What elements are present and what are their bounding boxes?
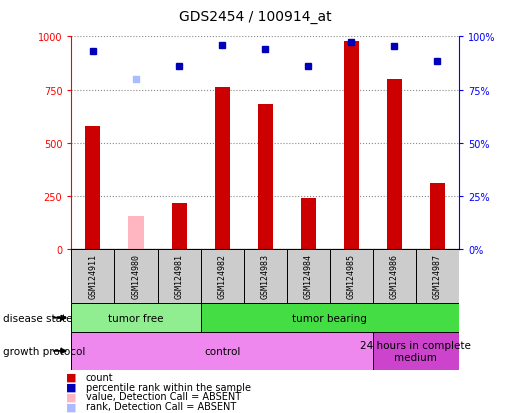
Bar [200, 304, 458, 332]
Text: count: count [86, 372, 113, 382]
Bar [329, 250, 372, 304]
Text: GSM124985: GSM124985 [346, 253, 355, 298]
Text: GSM124981: GSM124981 [174, 253, 183, 298]
Bar [286, 250, 329, 304]
Text: value, Detection Call = ABSENT: value, Detection Call = ABSENT [86, 392, 240, 401]
Text: ■: ■ [66, 392, 77, 401]
Text: growth protocol: growth protocol [3, 346, 85, 356]
Bar [415, 250, 458, 304]
Bar [71, 332, 372, 370]
Text: disease state: disease state [3, 313, 72, 323]
Bar [372, 250, 415, 304]
Bar [386, 80, 401, 250]
Text: GSM124982: GSM124982 [217, 253, 226, 298]
Text: GSM124911: GSM124911 [88, 253, 97, 298]
Bar [71, 304, 200, 332]
Bar [372, 332, 458, 370]
Bar [128, 217, 143, 250]
Text: GDS2454 / 100914_at: GDS2454 / 100914_at [178, 10, 331, 24]
Text: GSM124983: GSM124983 [260, 253, 269, 298]
Bar [171, 203, 186, 250]
Bar [343, 41, 358, 250]
Bar [243, 250, 286, 304]
Bar [257, 105, 272, 250]
Text: GSM124987: GSM124987 [432, 253, 441, 298]
Bar [85, 126, 100, 250]
Bar [300, 199, 315, 250]
Bar [200, 250, 243, 304]
Text: percentile rank within the sample: percentile rank within the sample [86, 382, 250, 392]
Text: tumor bearing: tumor bearing [292, 313, 366, 323]
Text: GSM124984: GSM124984 [303, 253, 312, 298]
Text: ■: ■ [66, 372, 77, 382]
Text: tumor free: tumor free [108, 313, 163, 323]
Bar [429, 184, 444, 250]
Text: control: control [204, 346, 240, 356]
Text: GSM124986: GSM124986 [389, 253, 398, 298]
Bar [214, 88, 229, 250]
Text: 24 hours in complete
medium: 24 hours in complete medium [360, 340, 470, 362]
Bar [71, 250, 114, 304]
Text: ■: ■ [66, 382, 77, 392]
Text: GSM124980: GSM124980 [131, 253, 140, 298]
Text: rank, Detection Call = ABSENT: rank, Detection Call = ABSENT [86, 401, 236, 411]
Bar [157, 250, 200, 304]
Bar [114, 250, 157, 304]
Text: ■: ■ [66, 401, 77, 411]
